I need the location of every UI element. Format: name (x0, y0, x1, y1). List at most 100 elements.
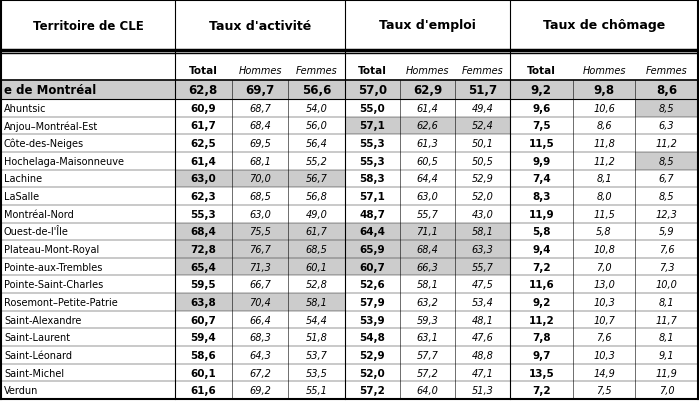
Text: 52,0: 52,0 (359, 368, 385, 378)
Text: 55,3: 55,3 (359, 139, 385, 149)
Text: 8,5: 8,5 (659, 103, 675, 113)
Text: 13,5: 13,5 (528, 368, 554, 378)
Bar (455, 258, 510, 276)
Text: Saint-Michel: Saint-Michel (4, 368, 64, 378)
Text: 68,5: 68,5 (249, 192, 271, 202)
Text: 11,9: 11,9 (656, 368, 677, 378)
Bar (231, 258, 288, 276)
Text: 8,6: 8,6 (656, 84, 677, 97)
Text: 7,2: 7,2 (532, 262, 551, 272)
Text: 64,0: 64,0 (417, 385, 438, 395)
Bar (175, 294, 231, 311)
Text: 9,7: 9,7 (532, 350, 551, 360)
Text: 7,4: 7,4 (532, 174, 551, 184)
Text: 8,1: 8,1 (659, 297, 675, 307)
Text: Total: Total (527, 66, 556, 76)
Text: Femmes: Femmes (461, 66, 503, 76)
Text: 7,5: 7,5 (532, 121, 551, 131)
Text: 70,4: 70,4 (249, 297, 271, 307)
Text: 11,6: 11,6 (528, 279, 554, 290)
Bar (455, 117, 510, 135)
Text: Taux d'emploi: Taux d'emploi (379, 20, 476, 32)
Bar (345, 223, 400, 241)
Text: Montréal-Nord: Montréal-Nord (4, 209, 74, 219)
Text: 56,4: 56,4 (305, 139, 328, 149)
Text: 54,4: 54,4 (305, 315, 328, 325)
Text: Taux d'activité: Taux d'activité (209, 20, 311, 32)
Text: 62,8: 62,8 (189, 84, 218, 97)
Bar (455, 241, 510, 258)
Text: 10,6: 10,6 (593, 103, 615, 113)
Text: 10,0: 10,0 (656, 279, 677, 290)
Text: 62,9: 62,9 (413, 84, 442, 97)
Bar (175, 170, 231, 188)
Text: Hochelaga-Maisonneuve: Hochelaga-Maisonneuve (4, 156, 124, 166)
Text: 57,9: 57,9 (359, 297, 385, 307)
Text: 59,5: 59,5 (191, 279, 216, 290)
Text: Femmes: Femmes (646, 66, 688, 76)
Text: 13,0: 13,0 (593, 279, 615, 290)
Bar (1, 81, 698, 100)
Text: 62,5: 62,5 (190, 139, 216, 149)
Text: 57,2: 57,2 (359, 385, 385, 395)
Text: 71,1: 71,1 (417, 227, 438, 237)
Text: 66,7: 66,7 (249, 279, 271, 290)
Bar (400, 223, 455, 241)
Text: 50,5: 50,5 (472, 156, 493, 166)
Text: 47,1: 47,1 (472, 368, 493, 378)
Text: 61,3: 61,3 (417, 139, 438, 149)
Text: 68,7: 68,7 (249, 103, 271, 113)
Text: 55,1: 55,1 (305, 385, 328, 395)
Text: 11,2: 11,2 (656, 139, 677, 149)
Text: 6,3: 6,3 (659, 121, 675, 131)
Text: 64,4: 64,4 (359, 227, 386, 237)
Text: Plateau-Mont-Royal: Plateau-Mont-Royal (4, 244, 99, 254)
Text: 69,2: 69,2 (249, 385, 271, 395)
Text: 55,7: 55,7 (472, 262, 493, 272)
Text: 62,6: 62,6 (417, 121, 438, 131)
Text: 53,5: 53,5 (305, 368, 328, 378)
Text: 55,3: 55,3 (359, 156, 385, 166)
Text: 58,1: 58,1 (472, 227, 493, 237)
Text: Saint-Alexandre: Saint-Alexandre (4, 315, 81, 325)
Text: 62,3: 62,3 (190, 192, 216, 202)
Text: 58,6: 58,6 (190, 350, 216, 360)
Text: 57,1: 57,1 (359, 192, 385, 202)
Text: 55,3: 55,3 (190, 209, 216, 219)
Text: 9,8: 9,8 (593, 84, 614, 97)
Bar (288, 223, 345, 241)
Bar (175, 241, 231, 258)
Text: 51,7: 51,7 (468, 84, 497, 97)
Text: 60,1: 60,1 (305, 262, 328, 272)
Text: 60,5: 60,5 (417, 156, 438, 166)
Text: 61,4: 61,4 (417, 103, 438, 113)
Text: 54,8: 54,8 (359, 332, 385, 342)
Text: e de Montréal: e de Montréal (4, 84, 96, 97)
Bar (231, 294, 288, 311)
Text: Hommes: Hommes (238, 66, 282, 76)
Text: 68,4: 68,4 (417, 244, 438, 254)
Text: 61,7: 61,7 (305, 227, 328, 237)
Text: Femmes: Femmes (296, 66, 338, 76)
Bar (345, 241, 400, 258)
Text: 60,7: 60,7 (190, 315, 216, 325)
Text: 10,3: 10,3 (593, 297, 615, 307)
Bar (400, 241, 455, 258)
Text: 9,6: 9,6 (532, 103, 551, 113)
Text: 68,4: 68,4 (249, 121, 271, 131)
Text: Verdun: Verdun (4, 385, 38, 395)
Bar (400, 258, 455, 276)
Text: 68,1: 68,1 (249, 156, 271, 166)
Text: 61,7: 61,7 (190, 121, 216, 131)
Text: 60,1: 60,1 (190, 368, 216, 378)
Text: 43,0: 43,0 (472, 209, 493, 219)
Text: 64,4: 64,4 (417, 174, 438, 184)
Text: 47,5: 47,5 (472, 279, 493, 290)
Text: 9,1: 9,1 (659, 350, 675, 360)
Text: 66,3: 66,3 (417, 262, 438, 272)
Text: 7,8: 7,8 (532, 332, 551, 342)
Text: 69,5: 69,5 (249, 139, 271, 149)
Text: 72,8: 72,8 (190, 244, 216, 254)
Text: 8,1: 8,1 (596, 174, 612, 184)
Text: 8,5: 8,5 (659, 156, 675, 166)
